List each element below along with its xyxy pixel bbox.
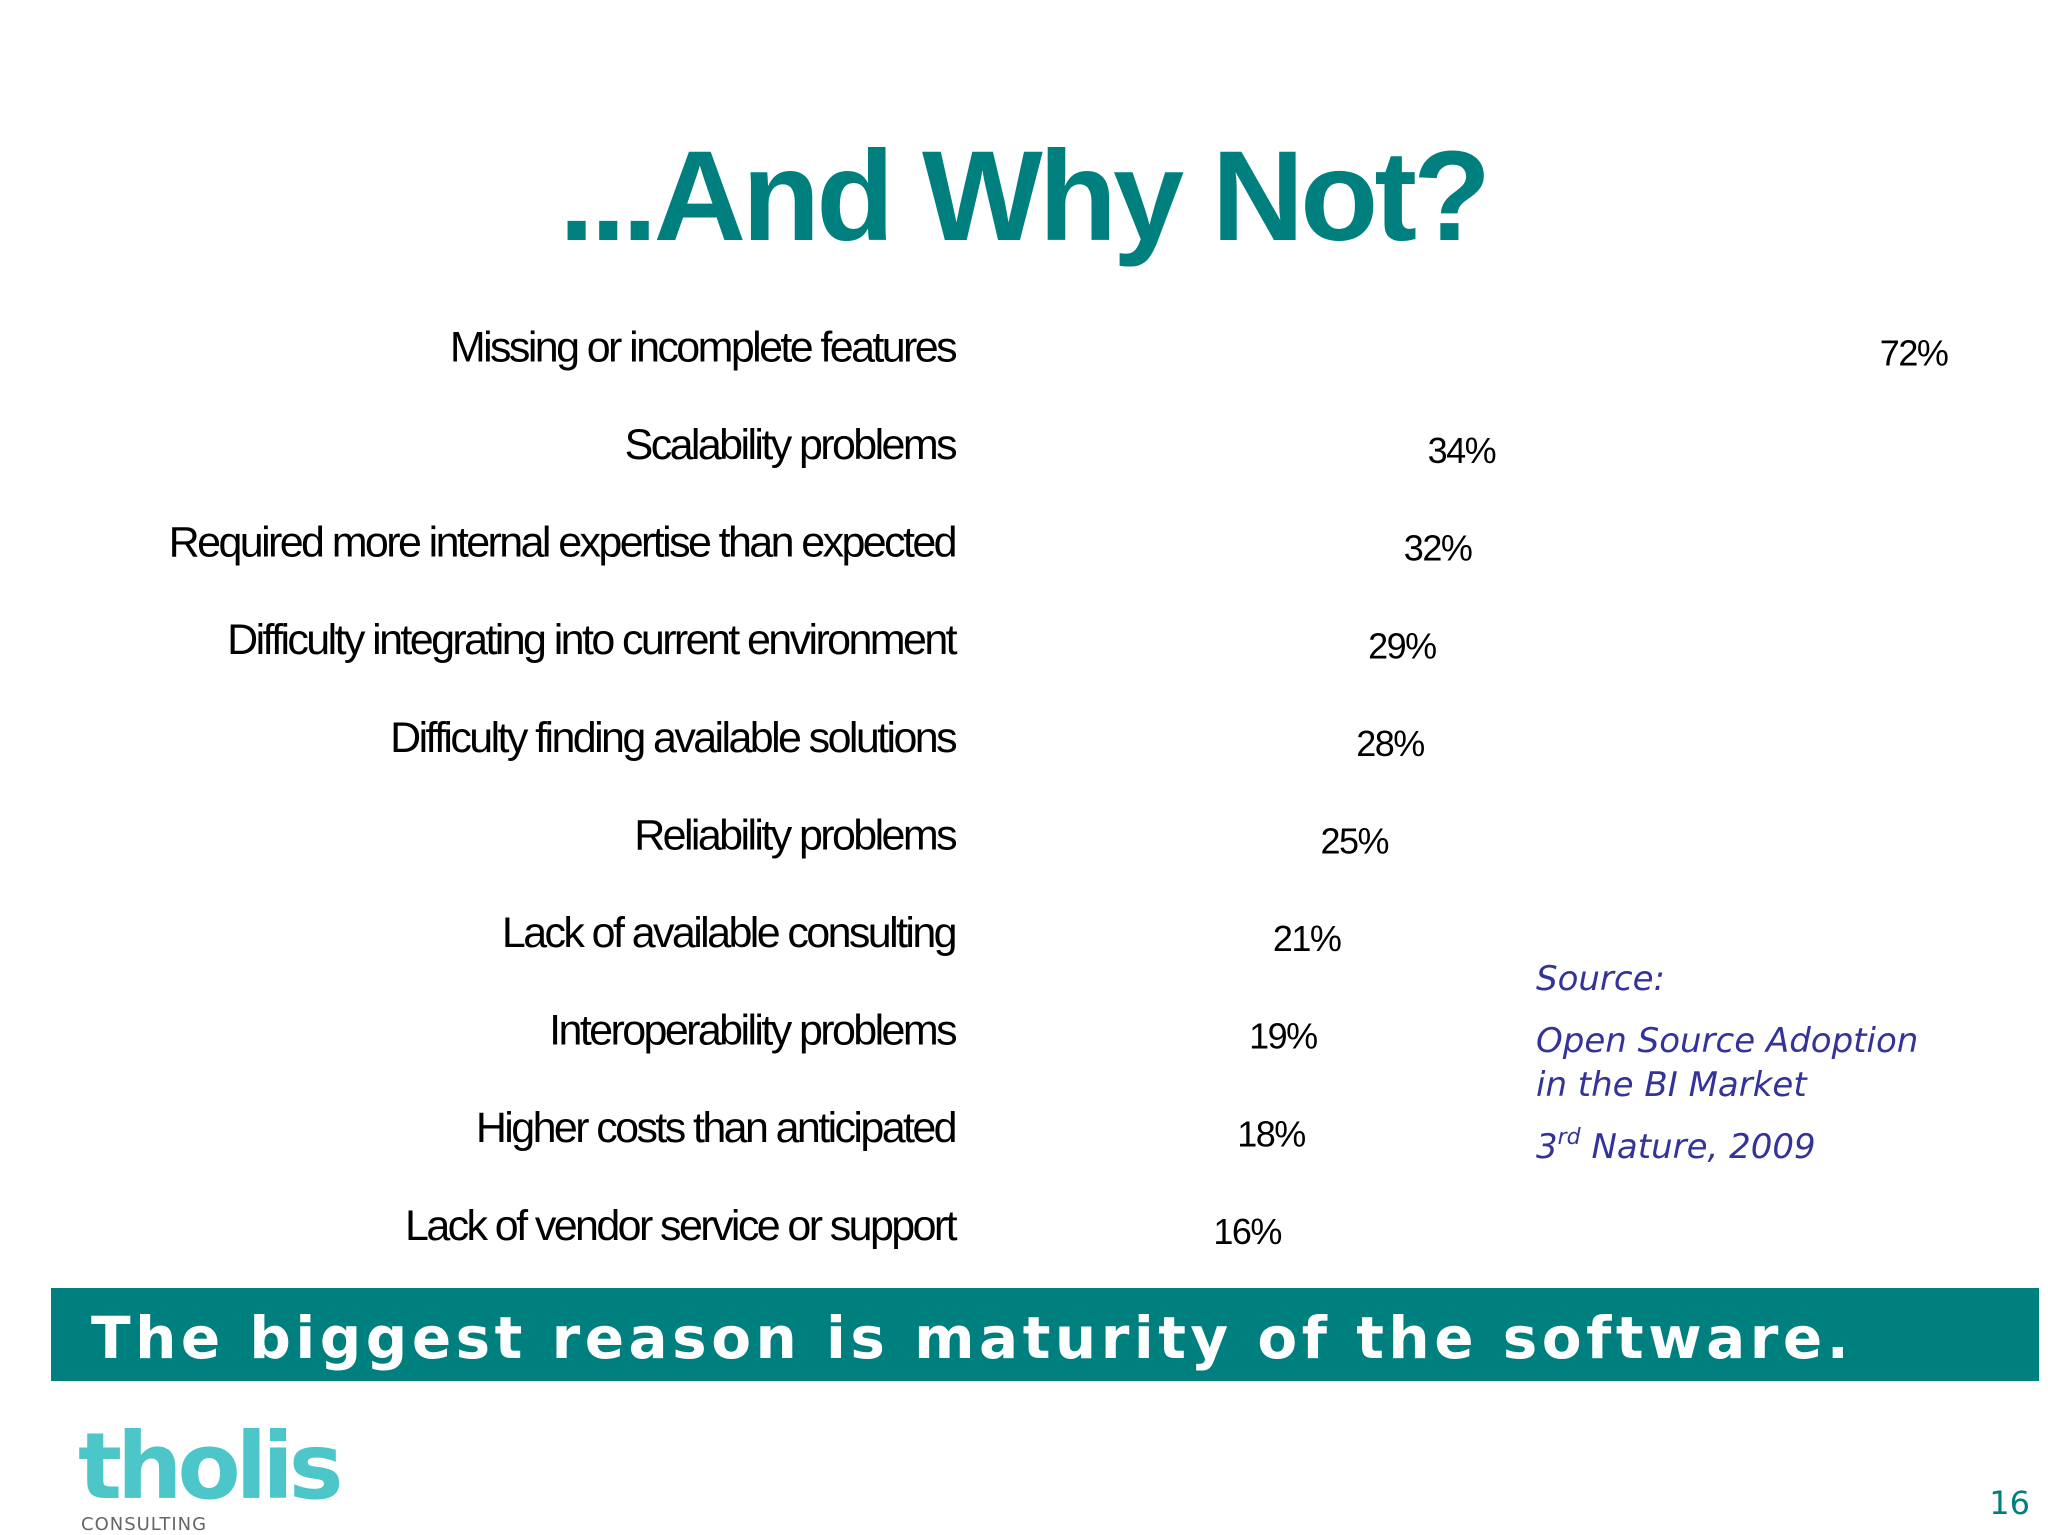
value-label: 19% <box>1249 1016 1317 1057</box>
category-label: Difficulty finding available solutions <box>390 714 956 762</box>
publisher-number: 3 <box>1536 1127 1558 1167</box>
bar <box>1017 808 1315 868</box>
logo-tagline: CONSULTING <box>81 1514 207 1535</box>
value-label: 18% <box>1237 1113 1305 1154</box>
publisher-suffix: rd <box>1558 1125 1582 1150</box>
bar <box>1017 1198 1208 1259</box>
bar <box>1017 612 1363 673</box>
logo: tholis <box>78 1413 340 1520</box>
value-label: 29% <box>1368 625 1436 666</box>
banner-text: The biggest reason is maturity of the so… <box>91 1304 1853 1372</box>
category-label: Lack of available consulting <box>502 909 956 957</box>
bar <box>1017 1100 1232 1161</box>
value-label: 21% <box>1273 918 1341 959</box>
bar <box>1017 320 1874 380</box>
category-label: Reliability problems <box>634 811 956 859</box>
source-publisher: 3rd Nature, 2009 <box>1536 1125 1816 1167</box>
bar <box>1017 1003 1244 1064</box>
source-note: Source: Open Source Adoption in the BI M… <box>1536 959 1918 1167</box>
page-number: 16 <box>1989 1484 2030 1522</box>
bar <box>1017 515 1398 576</box>
chart-title: ...And Why Not? <box>559 125 1487 268</box>
category-label: Higher costs than anticipated <box>476 1104 956 1152</box>
category-label: Difficulty integrating into current envi… <box>227 616 958 664</box>
banner-background <box>51 1288 2039 1381</box>
value-label: 32% <box>1404 528 1472 569</box>
category-label: Scalability problems <box>625 421 956 469</box>
source-title: Open Source Adoption <box>1536 1021 1918 1061</box>
category-label: Missing or incomplete features <box>450 323 956 371</box>
category-label: Interoperability problems <box>549 1007 956 1055</box>
category-label: Lack of vendor service or support <box>405 1202 958 1250</box>
value-label: 25% <box>1321 821 1389 862</box>
bar <box>1017 710 1351 771</box>
value-label: 72% <box>1880 333 1948 374</box>
bar <box>1017 905 1267 966</box>
source-title: in the BI Market <box>1536 1065 1808 1105</box>
value-label: 16% <box>1213 1211 1281 1252</box>
bar <box>1017 417 1422 478</box>
value-label: 34% <box>1428 430 1496 471</box>
category-label: Required more internal expertise than ex… <box>169 519 956 567</box>
bar-chart: Missing or incomplete features 72% Scalabi… <box>169 320 1949 1259</box>
source-label: Source: <box>1536 959 1665 999</box>
value-label: 28% <box>1356 723 1424 764</box>
publisher-rest: Nature, 2009 <box>1581 1127 1816 1167</box>
